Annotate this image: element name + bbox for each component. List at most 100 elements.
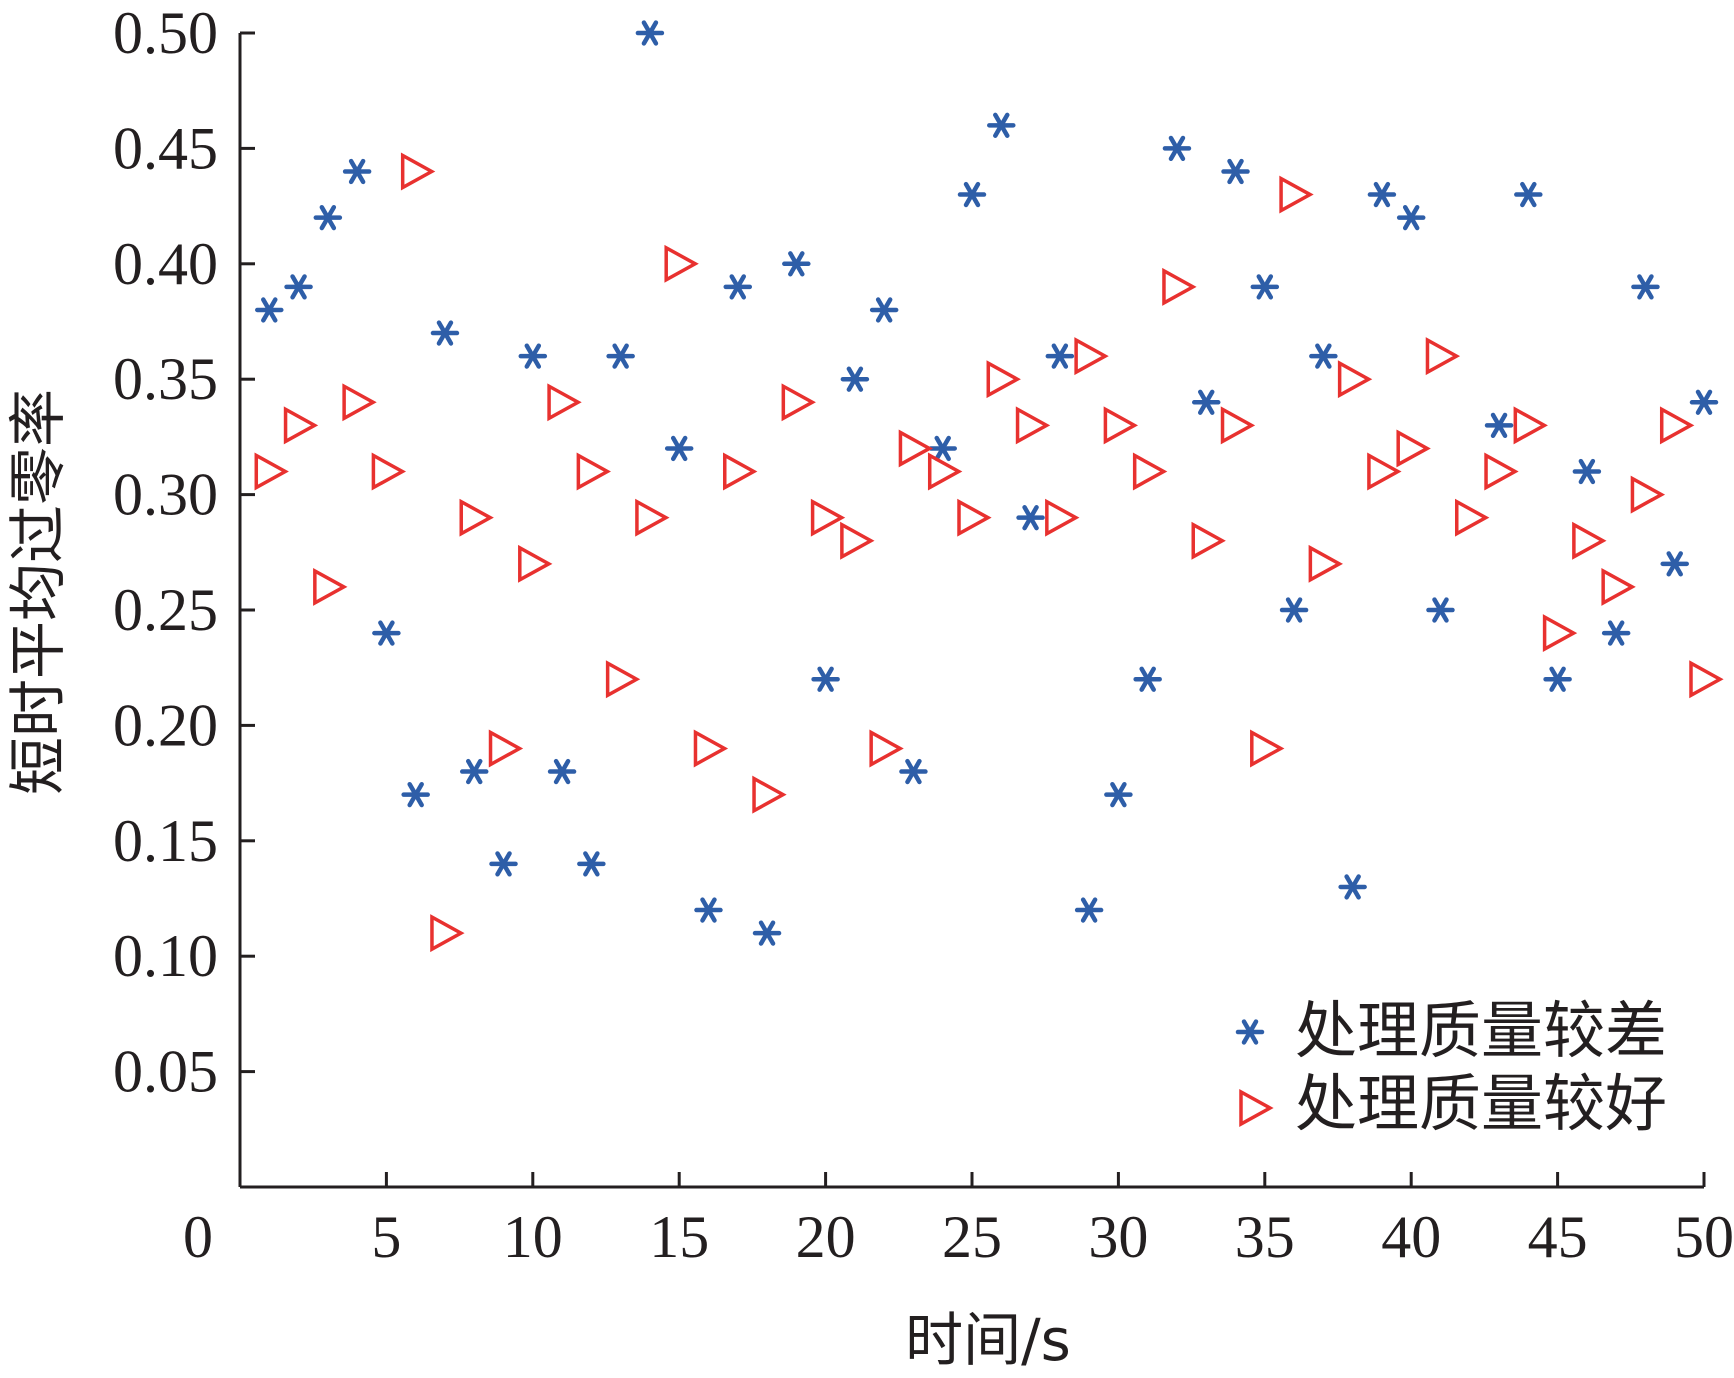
data-point-poor (1660, 551, 1689, 577)
data-point-poor (1338, 874, 1367, 900)
data-point-poor (372, 620, 401, 646)
data-point-poor (635, 20, 665, 46)
legend-marker-good (1239, 1089, 1274, 1127)
data-point-good (840, 521, 875, 560)
data-point-poor (313, 204, 343, 231)
x-axis-title: 时间/s (905, 1306, 1071, 1374)
data-point-good (1162, 267, 1197, 306)
x-tick-label: 30 (1088, 1204, 1148, 1270)
data-point-poor (899, 758, 928, 785)
data-point-good (400, 152, 436, 191)
data-point-good (1659, 406, 1695, 445)
x-tick-label: 35 (1235, 1204, 1295, 1270)
y-tick-label: 0.30 (113, 462, 218, 528)
y-tick-label: 0.10 (113, 923, 218, 989)
data-point-poor (752, 920, 782, 946)
data-point-poor (547, 758, 577, 785)
data-point-poor (664, 435, 694, 462)
data-point-poor (1016, 505, 1045, 531)
data-point-good (986, 360, 1021, 399)
data-point-good (1689, 660, 1724, 699)
x-tick-label: 45 (1528, 1204, 1588, 1270)
data-point-poor (957, 181, 987, 208)
y-tick-label: 0.35 (113, 346, 218, 412)
data-point-good (605, 660, 641, 699)
x-tick-label: 50 (1674, 1204, 1734, 1270)
data-point-good (1572, 521, 1607, 560)
data-point-poor (1104, 781, 1133, 808)
tick-labels: 0.05 0.10 0.15 0.20 0.25 0.30 0.35 0.40 0.45 0.50… (113, 0, 1734, 1270)
data-point-poor (489, 851, 518, 877)
data-point-good (1191, 521, 1226, 560)
data-point-good (342, 383, 377, 422)
data-point-good (488, 729, 524, 768)
data-point-good (810, 498, 846, 537)
y-axis-title: 短时平均过零率 (4, 389, 72, 795)
data-point-good (1250, 729, 1285, 768)
data-point-poor (1309, 343, 1338, 369)
data-point-poor (1250, 274, 1280, 300)
data-point-poor (928, 435, 957, 462)
data-point-good (723, 452, 758, 491)
data-point-good (752, 775, 787, 814)
data-point-poor (459, 758, 489, 785)
x-tick-label: 25 (942, 1204, 1002, 1270)
data-point-poor (1279, 597, 1309, 623)
data-point-poor (1601, 620, 1631, 646)
data-point-poor (1514, 181, 1543, 208)
data-point-poor (723, 274, 753, 300)
data-point-good (1484, 452, 1519, 491)
data-point-poor (869, 297, 899, 323)
data-point-poor (1543, 666, 1572, 692)
data-point-poor (1191, 389, 1221, 415)
data-point-poor (694, 897, 723, 923)
data-point-good (1045, 498, 1080, 537)
data-point-poor (1221, 158, 1250, 185)
data-point-good (1337, 360, 1373, 399)
data-point-good (1425, 337, 1461, 376)
y-tick-label: 0.05 (113, 1039, 218, 1105)
data-point-good (781, 383, 816, 422)
x-tick-label: 5 (371, 1204, 401, 1270)
data-point-good (1542, 614, 1578, 653)
data-point-poor (1162, 135, 1192, 162)
data-point-good (1513, 406, 1548, 445)
data-point-poor (1484, 412, 1514, 439)
data-points (254, 20, 1724, 953)
data-point-poor (1572, 458, 1602, 485)
y-tick-label: 0.50 (113, 0, 218, 66)
data-point-poor (430, 320, 460, 346)
data-point-poor (811, 666, 840, 692)
data-point-poor (1426, 597, 1455, 623)
data-point-poor (1367, 181, 1397, 208)
data-point-poor (987, 112, 1016, 138)
x-tick-label: 10 (503, 1204, 563, 1270)
data-point-good (1279, 175, 1314, 214)
y-tick-label: 0.15 (113, 808, 218, 874)
y-tick-label: 0.20 (113, 692, 218, 758)
data-point-good (635, 498, 670, 537)
data-point-good (459, 498, 494, 537)
data-point-good (1601, 567, 1636, 606)
data-point-good (1074, 337, 1109, 376)
y-tick-label: 0.45 (113, 115, 218, 181)
x-tick-label: 20 (796, 1204, 856, 1270)
legend-label-good: 处理质量较好 (1295, 1067, 1667, 1140)
legend: 处理质量较差 处理质量较好 (1235, 994, 1667, 1140)
data-point-poor (782, 251, 811, 277)
x-tick-label: 40 (1381, 1204, 1441, 1270)
data-point-poor (255, 297, 284, 323)
data-point-good (898, 429, 934, 468)
data-point-good (1630, 475, 1666, 514)
y-tick-label: 0.40 (113, 231, 218, 297)
data-point-good (283, 406, 319, 445)
data-point-poor (1074, 897, 1104, 923)
data-point-poor (1045, 343, 1075, 369)
data-point-poor (1396, 204, 1426, 231)
data-point-poor (577, 851, 606, 877)
data-point-poor (284, 274, 313, 300)
data-point-good (693, 729, 729, 768)
data-point-good (430, 914, 465, 953)
data-point-good (957, 498, 992, 537)
